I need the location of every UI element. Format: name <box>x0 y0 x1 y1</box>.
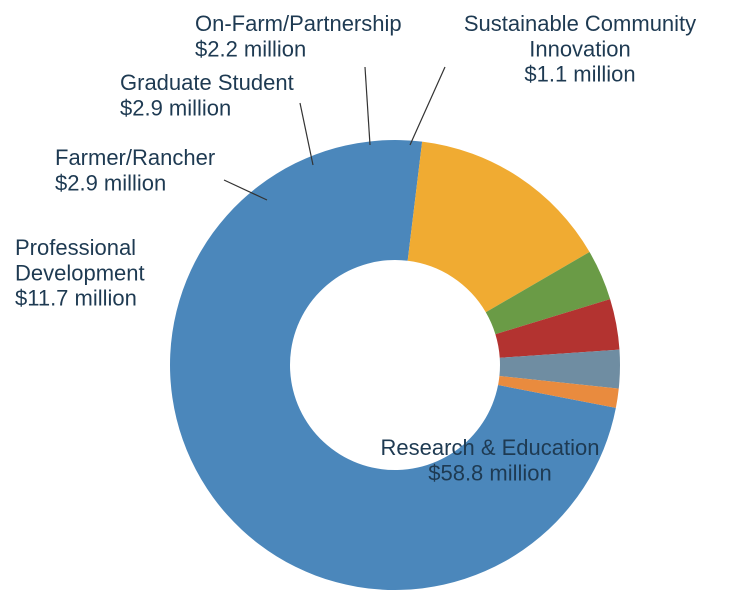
slice-label: On-Farm/Partnership$2.2 million <box>195 11 402 61</box>
slice-label: Graduate Student$2.9 million <box>120 70 294 120</box>
leader-line <box>300 103 313 165</box>
slice-label-value: $2.9 million <box>55 170 166 195</box>
slice-label-name: Professional <box>15 235 136 260</box>
slice-label-name: Farmer/Rancher <box>55 145 215 170</box>
slice-label: Farmer/Rancher$2.9 million <box>55 145 215 195</box>
slice-label-value: $2.9 million <box>120 95 231 120</box>
slice-label-name: Graduate Student <box>120 70 294 95</box>
slice-label-name: Innovation <box>529 36 631 61</box>
funding-donut-chart: Research & Education$58.8 million Profess… <box>0 0 735 612</box>
slice-label-value: $11.7 million <box>15 286 137 311</box>
slice-label: ProfessionalDevelopment$11.7 million <box>15 235 145 311</box>
slice-label-name: Sustainable Community <box>464 11 696 36</box>
leader-line <box>365 67 370 145</box>
leader-line <box>410 67 445 145</box>
slice-label-name: Development <box>15 260 145 285</box>
slice-label-name: On-Farm/Partnership <box>195 11 402 36</box>
slice-label-value: $58.8 million <box>428 460 552 485</box>
slice-label-value: $2.2 million <box>195 36 306 61</box>
slice-label-value: $1.1 million <box>524 62 635 87</box>
slice-label-name: Research & Education <box>381 435 600 460</box>
slice-label: Sustainable CommunityInnovation$1.1 mill… <box>464 11 696 87</box>
